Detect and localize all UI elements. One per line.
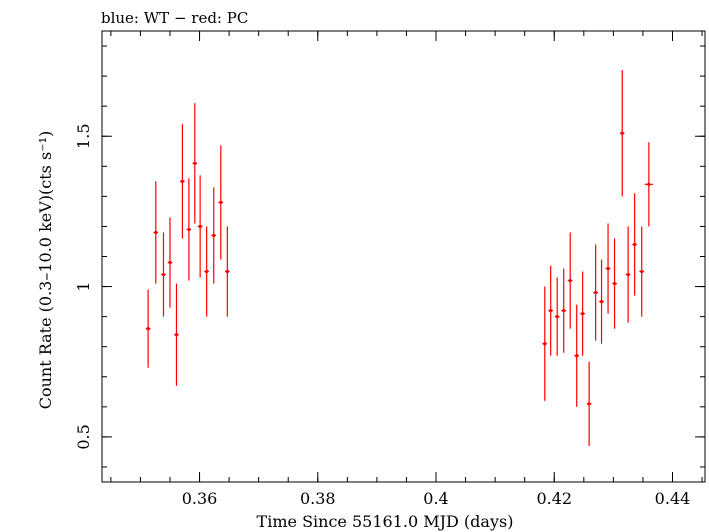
point-marker — [647, 182, 651, 186]
y-tick-label: 0.5 — [74, 424, 93, 449]
x-tick-label: 0.44 — [655, 489, 691, 508]
point-marker — [606, 266, 610, 271]
data-point — [167, 217, 173, 308]
data-point — [186, 178, 192, 281]
point-marker — [180, 179, 184, 183]
data-point — [542, 286, 548, 401]
y-tick-label: 1.5 — [74, 124, 93, 149]
point-marker — [599, 300, 604, 304]
data-point — [625, 226, 631, 323]
point-marker — [626, 272, 630, 277]
point-marker — [154, 230, 158, 235]
data-point — [580, 271, 585, 356]
data-point — [548, 265, 554, 356]
point-marker — [633, 242, 637, 247]
point-marker — [555, 315, 559, 319]
x-tick-label: 0.42 — [536, 489, 572, 508]
point-marker — [174, 333, 179, 337]
point-marker — [225, 269, 229, 274]
data-point — [605, 223, 611, 314]
plot-axes: 0.36 0.38 0.4 0.42 0.44 0.5 1 1.5 — [74, 30, 706, 508]
point-marker — [187, 227, 191, 232]
data-point — [574, 304, 580, 407]
point-marker — [219, 200, 223, 204]
data-points — [145, 70, 653, 446]
point-marker — [594, 290, 598, 295]
x-tick-label: 0.4 — [423, 489, 448, 508]
point-marker — [543, 342, 547, 346]
data-point — [180, 124, 185, 239]
data-point — [197, 175, 203, 278]
data-point — [192, 103, 198, 224]
point-marker — [640, 269, 644, 274]
data-point — [211, 187, 217, 284]
data-point — [599, 259, 604, 344]
data-point — [586, 361, 592, 446]
point-marker — [549, 309, 553, 313]
x-axis-label: Time Since 55161.0 MJD (days) — [257, 512, 514, 531]
data-point — [224, 226, 230, 317]
point-marker — [198, 224, 202, 229]
point-marker — [212, 233, 216, 238]
point-marker — [620, 131, 624, 135]
data-point — [644, 142, 653, 227]
y-tick-label: 1 — [74, 281, 93, 291]
point-marker — [568, 278, 572, 283]
data-point — [204, 226, 210, 317]
data-point — [612, 238, 617, 329]
point-marker — [205, 269, 209, 274]
chart-title: blue: WT − red: PC — [101, 9, 248, 27]
point-marker — [146, 327, 150, 331]
data-point — [153, 181, 159, 284]
x-tick-label: 0.38 — [300, 489, 336, 508]
data-point — [161, 232, 166, 317]
data-point — [561, 268, 567, 353]
data-point — [218, 145, 224, 260]
point-marker — [193, 161, 197, 165]
data-point — [619, 70, 625, 197]
point-marker — [575, 354, 579, 358]
x-tick-label: 0.36 — [182, 489, 218, 508]
data-point — [632, 193, 638, 296]
data-point — [567, 232, 573, 329]
data-point — [593, 244, 598, 341]
data-point — [145, 289, 151, 368]
point-marker — [612, 281, 617, 286]
point-marker — [562, 309, 566, 313]
y-axis-label: Count Rate (0.3–10.0 keV)(cts s⁻¹) — [36, 131, 55, 410]
point-marker — [168, 260, 172, 265]
point-marker — [581, 312, 585, 316]
data-point — [639, 226, 645, 317]
data-point — [554, 277, 560, 356]
data-point — [174, 283, 179, 386]
point-marker — [161, 272, 166, 277]
point-marker — [587, 402, 591, 406]
